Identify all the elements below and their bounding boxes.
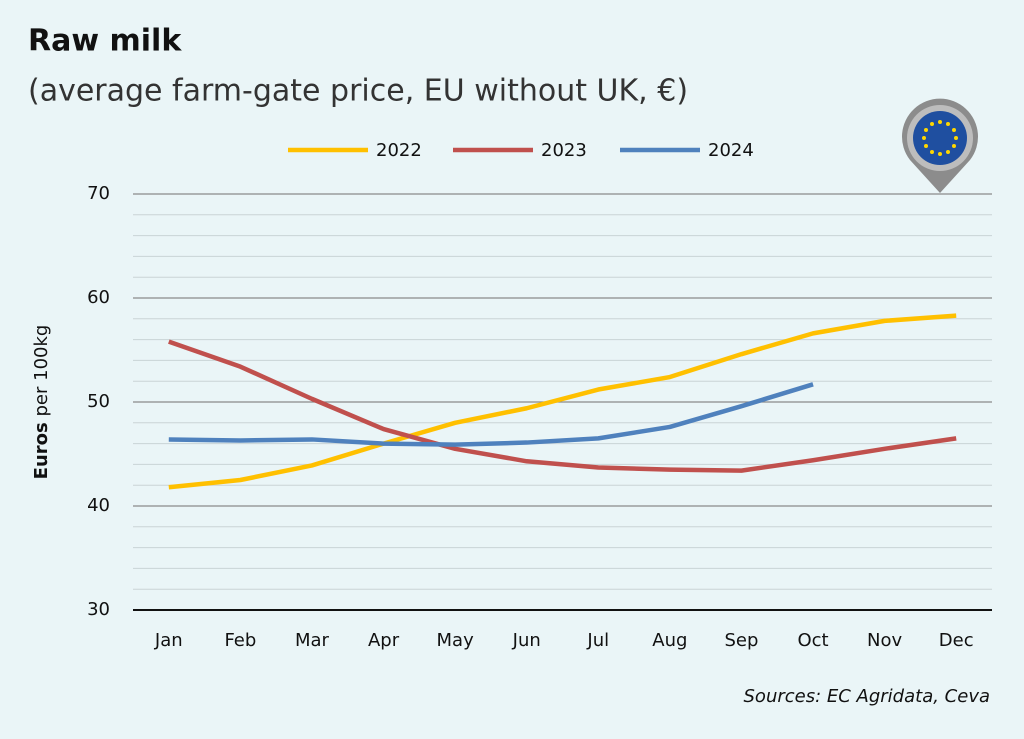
legend-label: 2023 (541, 140, 587, 161)
legend-label: 2024 (708, 140, 754, 161)
series-line (168, 313, 957, 490)
y-tick-label: 50 (87, 391, 110, 412)
x-tick-label: Jan (154, 630, 183, 651)
x-tick-label: Mar (295, 630, 330, 651)
chart-title: Raw milk (28, 24, 182, 59)
x-tick-label: Aug (652, 630, 687, 651)
x-tick-label: Nov (867, 630, 902, 651)
legend-label: 2022 (376, 140, 422, 161)
x-tick-label: May (437, 630, 475, 651)
source: Sources: EC Agridata, Ceva (744, 686, 991, 707)
x-tick-label: Feb (224, 630, 256, 651)
x-tick-label: Sep (724, 630, 758, 651)
x-tick-label: Jun (512, 630, 541, 651)
y-axis-label: Euros per 100kg (31, 325, 52, 480)
y-tick-label: 40 (87, 495, 110, 516)
y-label-bold: Euros (31, 422, 52, 479)
y-tick-label: 60 (87, 287, 110, 308)
x-tick-label: Jul (586, 630, 609, 651)
x-tick-label: Oct (797, 630, 828, 651)
chart-subtitle: (average farm-gate price, EU without UK,… (28, 74, 688, 109)
y-tick-label: 30 (87, 599, 110, 620)
x-tick-label: Dec (939, 630, 974, 651)
series-line (168, 339, 957, 473)
y-tick-label: 70 (87, 183, 110, 204)
y-label-rest: per 100kg (31, 325, 52, 417)
x-tick-label: Apr (368, 630, 400, 651)
series-line (168, 382, 814, 447)
eu-pin (902, 98, 979, 193)
